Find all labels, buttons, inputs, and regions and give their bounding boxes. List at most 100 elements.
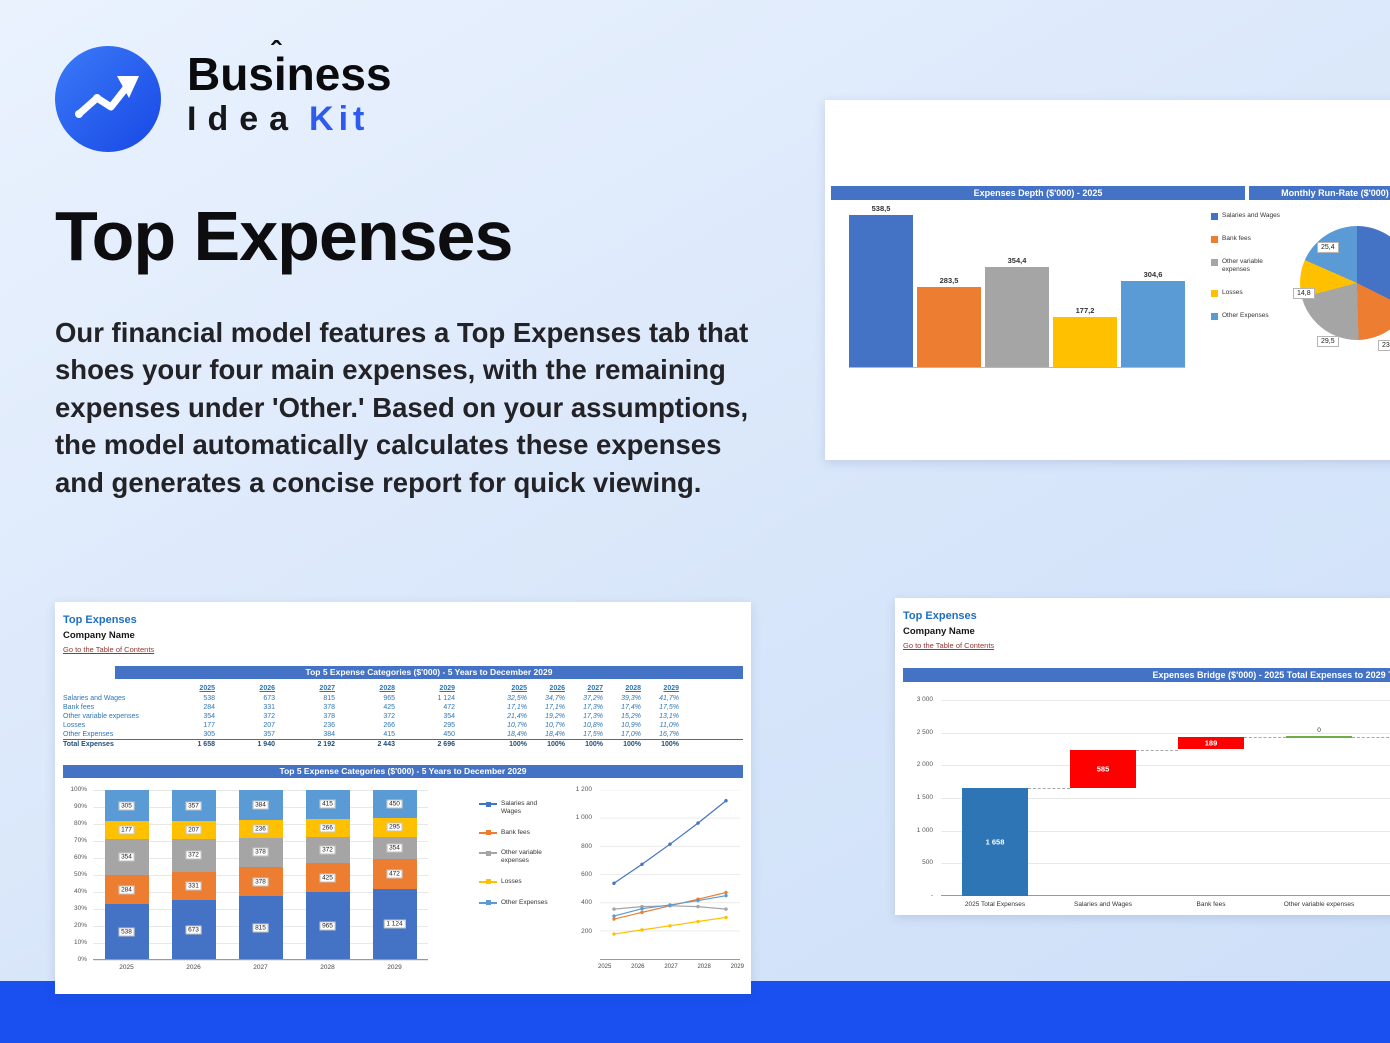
- axis-tick-label: 2026: [186, 964, 201, 971]
- stacked-bar: 384 236 378 378 815: [238, 790, 283, 959]
- segment-value-label: 331: [185, 881, 202, 891]
- toc-link-bridge[interactable]: Go to the Table of Contents: [903, 641, 995, 650]
- line-point: [668, 924, 672, 928]
- logo-text: Business ˆ Idea Kit: [187, 37, 392, 139]
- screenshot-bridge-card: Top Expenses Company Name Go to the Tabl…: [895, 598, 1390, 915]
- table-cell: 538: [203, 695, 215, 702]
- axis-tick-label: 2028: [697, 964, 711, 970]
- table-row: Losses 177 207 236 266 295 10,7% 10,7% 10,8% 10,9…: [63, 721, 743, 730]
- table-cell: 17,0%: [621, 731, 641, 738]
- legend-item: Losses: [479, 878, 555, 886]
- logo-word-idea: Idea: [187, 100, 300, 139]
- table-cell: 32,5%: [507, 695, 527, 702]
- legend-label: Bank fees: [501, 828, 530, 836]
- line-y-axis: 1 200 1 000 800 600 400 200: [558, 786, 594, 960]
- table-cell: 1 658: [197, 740, 215, 748]
- legend-marker-icon: [1211, 236, 1218, 243]
- stacked-bars: 305 177 354 284 538 357 207 372 331 673 384 236 378 3…: [93, 790, 428, 959]
- stacked-plot: 305 177 354 284 538 357 207 372 331 673 384 236 378 3…: [93, 790, 428, 961]
- legend-marker-square-icon: [486, 879, 491, 885]
- waterfall-zero-marker: 0: [1286, 727, 1352, 739]
- bar-value-label: 283,5: [939, 276, 959, 286]
- line-point: [668, 903, 672, 907]
- table-header-title: Top 5 Expense Categories ($'000) - 5 Yea…: [115, 666, 743, 679]
- bridge-y-axis: 3 000 2 500 2 000 1 500 1 000 500 -: [899, 696, 935, 899]
- stacked-segment: 450: [372, 790, 417, 819]
- stacked-segment: 284: [104, 875, 149, 905]
- sheet-company-top5: Company Name: [63, 630, 135, 641]
- axis-tick-label: 60%: [73, 854, 87, 861]
- table-cell: 18,4%: [507, 731, 527, 738]
- table-cell: 11,0%: [659, 722, 679, 729]
- table-cell: 207: [263, 722, 275, 729]
- table-cell: 10,7%: [545, 722, 565, 729]
- table-cell: Other Expenses: [63, 731, 114, 738]
- table-cell: 236: [323, 722, 335, 729]
- legend-marker-square-icon: [486, 830, 491, 836]
- bar-value-label: 585: [1096, 764, 1110, 774]
- page-description: Our financial model features a Top Expen…: [55, 317, 749, 498]
- legend-label: Losses: [1222, 288, 1243, 296]
- line-point: [724, 890, 728, 895]
- table-cell: 305: [203, 731, 215, 738]
- bridge-plot: 1 658 585 189 0: [941, 700, 1390, 896]
- bar-column: 283,5: [917, 276, 981, 367]
- table-cell: 2025: [199, 685, 215, 692]
- logo: Business ˆ Idea Kit: [55, 37, 392, 152]
- axis-tick-label: 40%: [73, 888, 87, 895]
- table-cell: 815: [323, 695, 335, 702]
- legend-marker-icon: [479, 801, 497, 807]
- logo-subtitle: Idea Kit: [187, 100, 392, 139]
- segment-value-label: 378: [252, 847, 269, 857]
- axis-tick-label: 200: [581, 927, 592, 935]
- axis-tick-label: 2026: [631, 964, 645, 970]
- segment-value-label: 357: [185, 801, 202, 811]
- axis-tick-label: 90%: [73, 803, 87, 810]
- gridline: [941, 700, 1390, 701]
- stacked-segment: 372: [171, 839, 216, 872]
- table-cell: 100%: [509, 740, 527, 748]
- table-cell: 378: [323, 713, 335, 720]
- table-cell: 384: [323, 731, 335, 738]
- bar-column: 354,4: [985, 256, 1049, 367]
- segment-value-label: 177: [118, 825, 135, 835]
- bar: [1053, 317, 1117, 367]
- segment-value-label: 965: [319, 921, 336, 931]
- toc-link-top5[interactable]: Go to the Table of Contents: [63, 645, 155, 654]
- line-point: [696, 821, 700, 825]
- table-cell: 2028: [625, 685, 641, 692]
- table-cell: 965: [383, 695, 395, 702]
- table-cell: 354: [443, 713, 455, 720]
- segment-value-label: 415: [319, 799, 336, 809]
- legend-label: Losses: [501, 877, 522, 885]
- logo-chart-arrow-icon: [55, 46, 161, 152]
- table-cell: Other variable expenses: [63, 713, 139, 720]
- pie-slice-label: 25,4: [1317, 242, 1339, 253]
- legend-marker-icon: [1211, 213, 1218, 220]
- table-cell: 13,1%: [659, 713, 679, 720]
- line-point: [724, 799, 728, 803]
- table-cell: Bank fees: [63, 704, 95, 711]
- logo-caret-accent: ˆ: [271, 36, 281, 69]
- bar-value-label: 1 658: [985, 837, 1005, 847]
- table-cell: 2 192: [317, 740, 335, 748]
- axis-tick-label: 2025: [119, 964, 134, 971]
- stacked-bar: 357 207 372 331 673: [171, 790, 216, 959]
- bar: [849, 215, 913, 367]
- segment-value-label: 378: [252, 877, 269, 887]
- stacked-segment: 472: [372, 858, 417, 889]
- axis-tick-label: 1 000: [916, 826, 933, 834]
- legend-item: Other Expenses: [479, 899, 555, 907]
- stacked-segment: 425: [305, 862, 350, 893]
- segment-value-label: 266: [319, 823, 336, 833]
- table-cell: 2027: [587, 685, 603, 692]
- page-title: Top Expenses: [55, 197, 513, 275]
- screenshot-expenses-depth-card: Expenses Depth ($'000) - 2025 Monthly Ru…: [825, 100, 1390, 460]
- logo-brand-word-text: Business: [187, 48, 392, 100]
- segment-value-label: 354: [386, 843, 403, 853]
- line-point: [640, 907, 644, 911]
- line-point: [724, 915, 728, 920]
- legend-marker-icon: [1211, 312, 1218, 320]
- table-cell: 100%: [661, 740, 679, 748]
- bar-value-label: 304,6: [1143, 270, 1163, 280]
